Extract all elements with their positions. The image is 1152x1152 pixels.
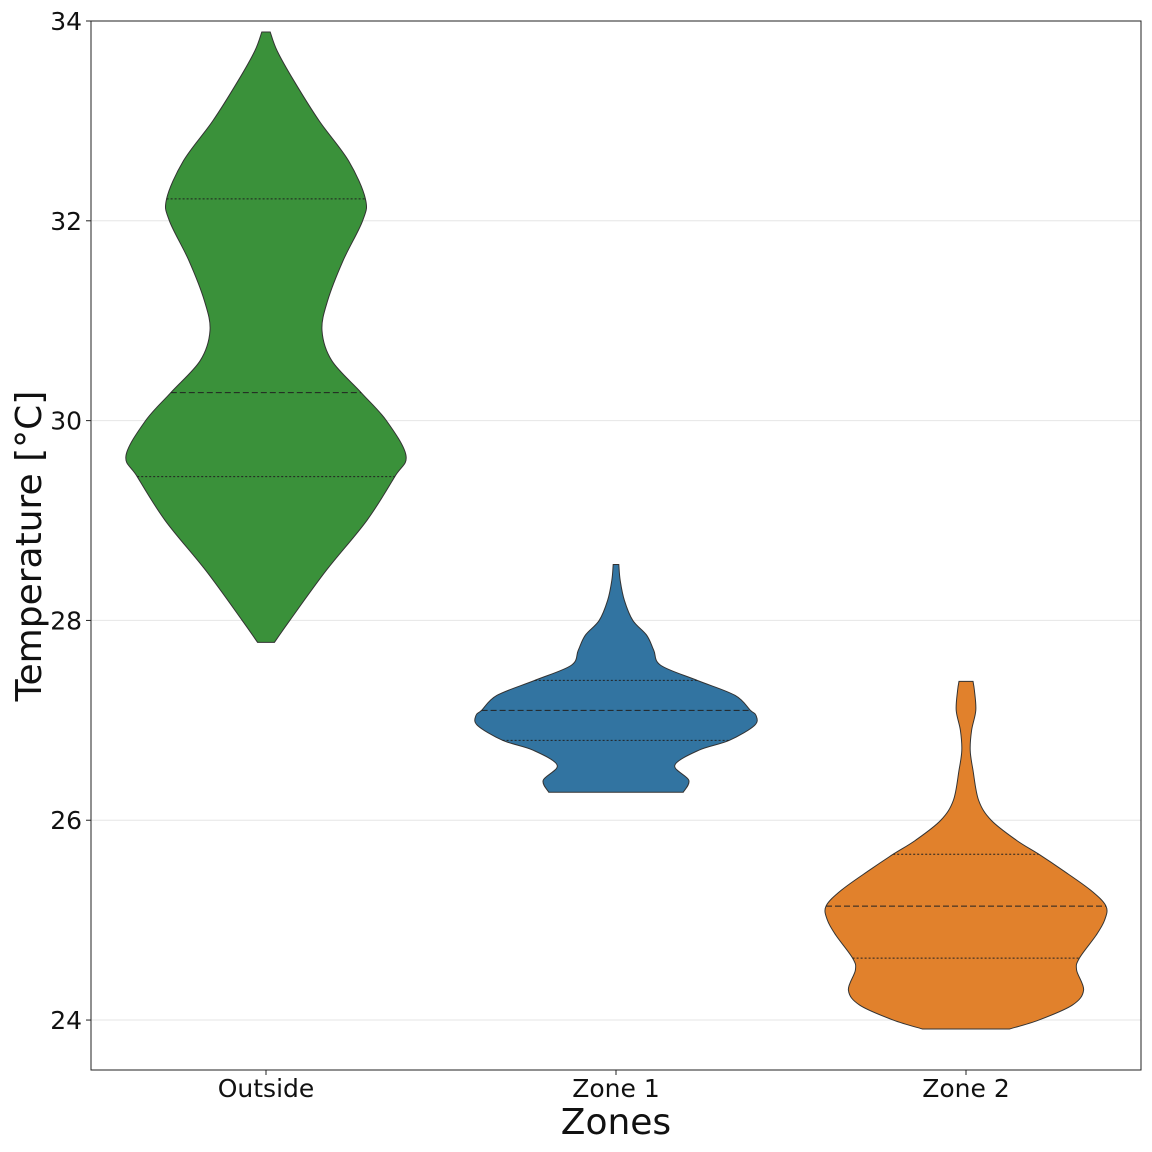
violin-body bbox=[125, 31, 407, 643]
violin-body bbox=[824, 680, 1108, 1030]
y-axis-label: Temperature [°C] bbox=[9, 391, 50, 703]
y-tick-label: 28 bbox=[50, 606, 82, 635]
violins bbox=[125, 31, 1108, 1030]
violin-body bbox=[474, 563, 758, 793]
x-axis-label: Zones bbox=[561, 1102, 671, 1143]
y-tick-label: 34 bbox=[50, 7, 82, 36]
x-tick-label: Zone 1 bbox=[572, 1074, 660, 1103]
violin-outside bbox=[125, 31, 407, 643]
y-tick-label: 32 bbox=[50, 207, 82, 236]
y-tick-label: 26 bbox=[50, 806, 82, 835]
violin-zone-2 bbox=[824, 680, 1108, 1030]
y-tick-label: 30 bbox=[50, 407, 82, 436]
x-tick-label: Outside bbox=[218, 1074, 315, 1103]
y-axis-ticks: 24 26 28 30 32 34 bbox=[50, 7, 91, 1035]
y-tick-label: 24 bbox=[50, 1006, 82, 1035]
violin-zone-1 bbox=[474, 563, 758, 793]
x-tick-label: Zone 2 bbox=[922, 1074, 1010, 1103]
x-axis-ticks: Outside Zone 1 Zone 2 bbox=[218, 1070, 1010, 1103]
